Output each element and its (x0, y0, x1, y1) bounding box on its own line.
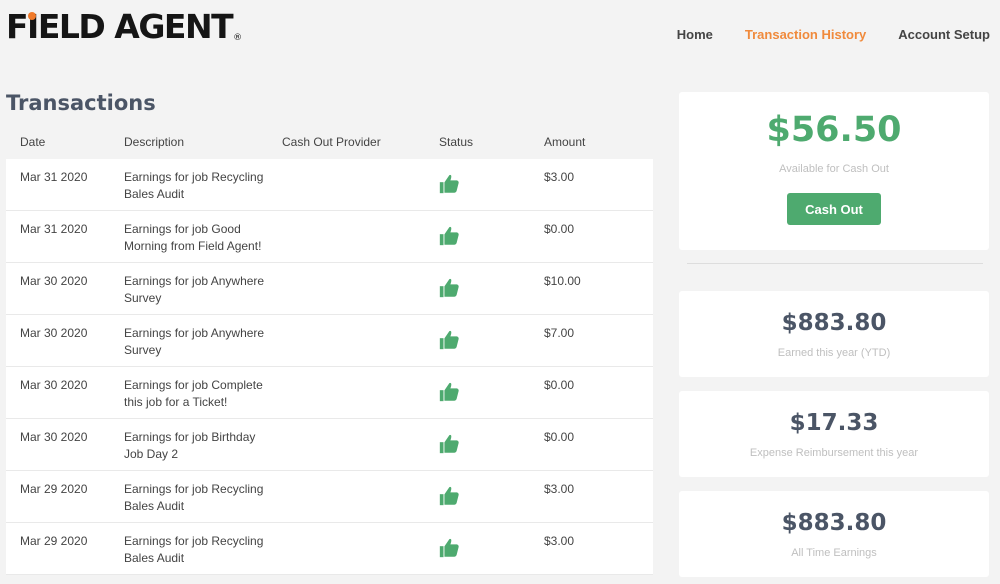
thumbs-up-icon (438, 537, 460, 559)
row-amount: $0.00 (544, 222, 575, 236)
nav-account-setup[interactable]: Account Setup (898, 27, 990, 42)
table-row: Mar 30 2020 Earnings for job Complete thi… (6, 367, 653, 419)
thumbs-up-icon (438, 329, 460, 351)
ytd-card: $883.80 Earned this year (YTD) (679, 291, 989, 377)
row-description: Earnings for job Recycling Bales Audit (124, 170, 264, 201)
header-description: Description (124, 135, 185, 149)
header-amount: Amount (544, 135, 586, 149)
table-row: Mar 31 2020 Earnings for job Good Morning… (6, 211, 653, 263)
logo-text: F IELD AGENT (6, 7, 234, 46)
row-amount: $10.00 (544, 274, 581, 288)
thumbs-up-icon (438, 277, 460, 299)
top-nav: Home Transaction History Account Setup (677, 27, 990, 42)
ytd-amount: $883.80 (781, 310, 887, 336)
page-title: Transactions (6, 91, 156, 115)
logo-i-letter: I (27, 7, 39, 46)
row-description: Earnings for job Recycling Bales Audit (124, 534, 264, 565)
header-provider: Cash Out Provider (282, 135, 381, 149)
row-description: Earnings for job Anywhere Survey (124, 326, 265, 357)
logo-orange-dot (28, 12, 37, 20)
table-header: Date Description Cash Out Provider Statu… (6, 134, 653, 154)
row-date: Mar 31 2020 (20, 170, 88, 184)
row-description: Earnings for job Anywhere Survey (124, 274, 265, 305)
header-date: Date (20, 135, 46, 149)
thumbs-up-icon (438, 173, 460, 195)
available-label: Available for Cash Out (779, 163, 889, 175)
table-row: Mar 30 2020 Earnings for job Birthday Job… (6, 419, 653, 471)
thumbs-up-icon (438, 433, 460, 455)
row-description: Earnings for job Birthday Job Day 2 (124, 430, 256, 461)
ytd-label: Earned this year (YTD) (777, 347, 891, 359)
row-date: Mar 30 2020 (20, 430, 88, 444)
row-description: Earnings for job Good Morning from Field… (124, 222, 262, 253)
all-time-label: All Time Earnings (791, 547, 877, 559)
divider (687, 263, 983, 264)
transactions-table: Mar 31 2020 Earnings for job Recycling Ba… (6, 159, 653, 575)
row-description: Earnings for job Recycling Bales Audit (124, 482, 264, 513)
logo-registered-mark: ® (233, 33, 243, 43)
table-row: Mar 31 2020 Earnings for job Recycling Ba… (6, 159, 653, 211)
table-row: Mar 30 2020 Earnings for job Anywhere Sur… (6, 263, 653, 315)
header-status: Status (439, 135, 474, 149)
thumbs-up-icon (438, 225, 460, 247)
row-date: Mar 31 2020 (20, 222, 88, 236)
table-row: Mar 30 2020 Earnings for job Anywhere Sur… (6, 315, 653, 367)
available-card: $56.50 Available for Cash Out Cash Out (679, 92, 989, 250)
expense-card: $17.33 Expense Reimbursement this year (679, 391, 989, 477)
all-time-amount: $883.80 (781, 510, 887, 536)
expense-amount: $17.33 (789, 410, 879, 436)
row-date: Mar 30 2020 (20, 274, 88, 288)
available-amount: $56.50 (766, 110, 902, 150)
row-amount: $3.00 (544, 170, 575, 184)
row-description: Earnings for job Complete this job for a… (124, 378, 263, 409)
table-row: Mar 29 2020 Earnings for job Recycling Ba… (6, 471, 653, 523)
table-row: Mar 29 2020 Earnings for job Recycling Ba… (6, 523, 653, 575)
expense-label: Expense Reimbursement this year (749, 447, 919, 459)
row-date: Mar 30 2020 (20, 378, 88, 392)
nav-home[interactable]: Home (676, 27, 713, 42)
row-date: Mar 29 2020 (20, 482, 88, 496)
row-amount: $0.00 (544, 430, 575, 444)
thumbs-up-icon (438, 485, 460, 507)
brand-logo[interactable]: F IELD AGENT ® (6, 8, 242, 44)
all-time-card: $883.80 All Time Earnings (679, 491, 989, 577)
row-date: Mar 29 2020 (20, 534, 88, 548)
row-amount: $7.00 (544, 326, 575, 340)
row-amount: $0.00 (544, 378, 575, 392)
cash-out-button[interactable]: Cash Out (787, 193, 881, 225)
row-amount: $3.00 (544, 534, 575, 548)
row-amount: $3.00 (544, 482, 575, 496)
thumbs-up-icon (438, 381, 460, 403)
row-date: Mar 30 2020 (20, 326, 88, 340)
nav-transaction-history[interactable]: Transaction History (744, 27, 867, 42)
